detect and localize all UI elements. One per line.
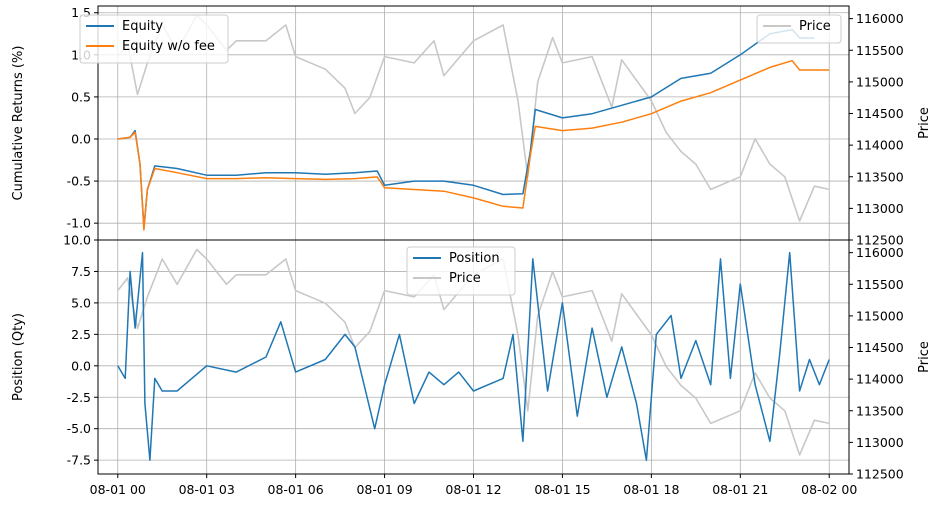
y2-tick-label: 114000 — [856, 138, 904, 153]
x-tick-label: 08-01 15 — [534, 482, 590, 497]
legend-label: Equity w/o fee — [122, 39, 215, 54]
y2-tick-label: 116000 — [856, 11, 904, 26]
series-line-equity-w-o-fee — [117, 59, 830, 231]
y2-tick-label: 113500 — [856, 403, 904, 418]
x-tick-label: 08-02 00 — [801, 482, 857, 497]
x-tick-label: 08-01 00 — [90, 482, 146, 497]
y-tick-label: -2.5 — [67, 390, 91, 405]
y-tick-label: -0.5 — [67, 174, 91, 189]
y-tick-label: 10.0 — [63, 233, 91, 248]
legend-label: Price — [799, 19, 831, 34]
y2-tick-label: 116000 — [856, 245, 904, 260]
y2-tick-label: 114500 — [856, 340, 904, 355]
legend-box — [79, 14, 229, 64]
series-line-position — [117, 251, 830, 461]
y2-tick-label: 115000 — [856, 74, 904, 89]
y-tick-label: 0.5 — [71, 89, 91, 104]
y-tick-label: -5.0 — [67, 421, 91, 436]
returns-panel: -1.0-0.50.00.51.01.511250011300011350011… — [11, 5, 932, 247]
y2-tick-label: 113000 — [856, 435, 904, 450]
x-tick-label: 08-01 03 — [179, 482, 235, 497]
y2-tick-label: 115500 — [856, 277, 904, 292]
y-axis-label: Cumulative Returns (%) — [11, 46, 26, 201]
y2-tick-label: 115000 — [856, 308, 904, 323]
legend-box — [756, 14, 842, 44]
x-tick-label: 08-01 18 — [623, 482, 679, 497]
y-axis-label: Position (Qty) — [11, 313, 26, 401]
legend-label: Position — [449, 251, 500, 266]
legend-label: Equity — [122, 19, 163, 34]
x-tick-label: 08-01 09 — [356, 482, 412, 497]
y2-axis-label: Price — [917, 107, 932, 139]
x-tick-label: 08-01 12 — [445, 482, 501, 497]
x-tick-label: 08-01 06 — [268, 482, 324, 497]
y-tick-label: 5.0 — [71, 295, 91, 310]
position-panel: -7.5 -5.0 -2.5 0.0 2.5 5.0 7.5 10.0 112500 113000… — [11, 233, 932, 498]
y2-tick-label: 113500 — [856, 169, 904, 184]
y2-tick-label: 114000 — [856, 372, 904, 387]
y2-axis-label: Price — [917, 341, 932, 373]
y-tick-label: 0.0 — [71, 358, 91, 373]
legend: Equity Equity w/o fee — [79, 14, 229, 64]
y2-tick-label: 113000 — [856, 201, 904, 216]
y2-tick-label: 112500 — [856, 233, 904, 248]
legend: Price — [756, 14, 842, 44]
y-tick-label: 0.0 — [71, 131, 91, 146]
y-tick-label: 7.5 — [71, 264, 91, 279]
x-tick-label: 08-01 21 — [712, 482, 768, 497]
legend-label: Price — [449, 271, 481, 286]
y-tick-label: 2.5 — [71, 327, 91, 342]
y-tick-label: -1.0 — [67, 216, 91, 231]
y2-tick-label: 112500 — [856, 467, 904, 482]
y2-tick-label: 114500 — [856, 106, 904, 121]
y2-tick-label: 115500 — [856, 43, 904, 58]
y-tick-label: -7.5 — [67, 453, 91, 468]
legend: Position Price — [406, 246, 516, 296]
